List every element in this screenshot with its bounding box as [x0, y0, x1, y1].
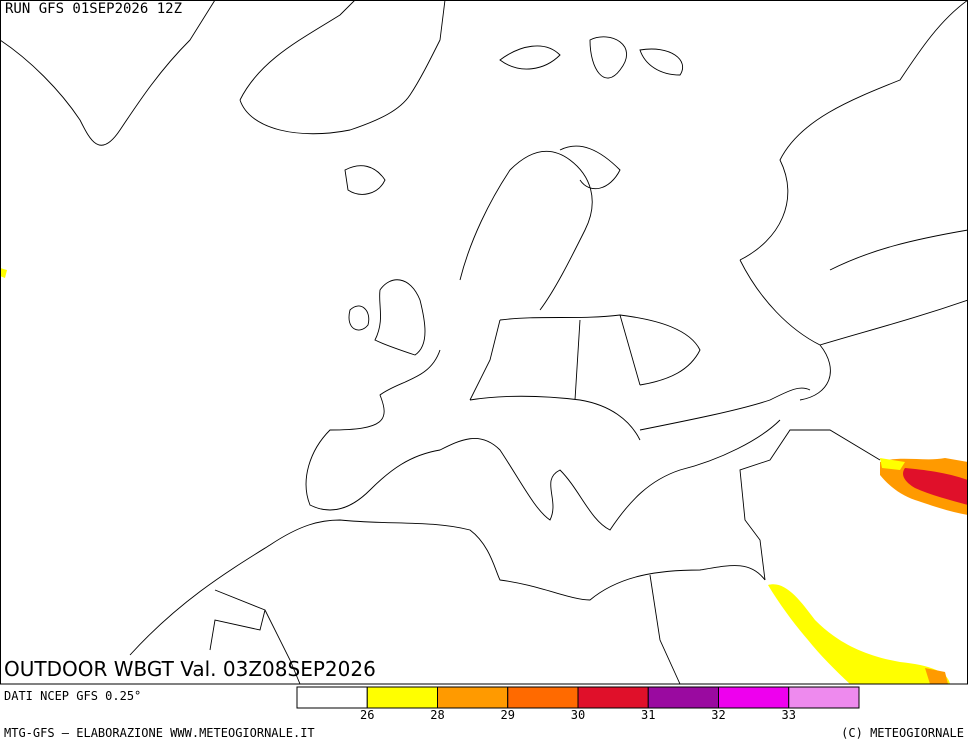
run-label: RUN GFS 01SEP2026 12Z: [5, 1, 182, 17]
color-swatch: [366, 686, 438, 709]
heat-area: [0, 268, 7, 278]
legend-tick-label: 31: [641, 708, 655, 722]
coastline: [0, 0, 216, 146]
legend-tick-label: 30: [571, 708, 585, 722]
map: RUN GFS 01SEP2026 12Z OUTDOOR WBGT Val. …: [0, 0, 968, 685]
legend-tick-label: 32: [711, 708, 725, 722]
color-swatch: [647, 686, 719, 709]
heat-area: [903, 468, 968, 505]
coastline: [129, 519, 766, 656]
color-swatch: [296, 686, 368, 709]
legend: 26 28 29 30 31 32 33: [296, 686, 860, 722]
legend-tick-label: 29: [501, 708, 515, 722]
color-swatch: [788, 686, 860, 709]
coastline: [499, 36, 683, 79]
color-swatch: [507, 686, 579, 709]
border: [739, 0, 968, 401]
color-swatch: [718, 686, 790, 709]
heat-area: [925, 668, 948, 684]
border: [209, 429, 881, 685]
source-label: DATI NCEP GFS 0.25°: [4, 689, 141, 703]
coastline: [239, 0, 446, 135]
legend-tick-label: 28: [430, 708, 444, 722]
legend-tick-label: 26: [360, 708, 374, 722]
coastline: [459, 145, 621, 311]
map-title: OUTDOOR WBGT Val. 03Z08SEP2026: [4, 657, 376, 681]
coastline: [348, 279, 426, 356]
coastline: [639, 387, 811, 431]
coastline: [305, 349, 781, 531]
copyright-label: (C) METEOGIORNALE: [841, 726, 964, 740]
color-swatch: [437, 686, 509, 709]
heat-area: [880, 458, 905, 470]
coastline: [344, 165, 386, 195]
legend-tick-label: 33: [782, 708, 796, 722]
credit-label: MTG-GFS — ELABORAZIONE WWW.METEOGIORNALE…: [4, 726, 315, 740]
border: [469, 314, 701, 441]
color-swatch: [577, 686, 649, 709]
